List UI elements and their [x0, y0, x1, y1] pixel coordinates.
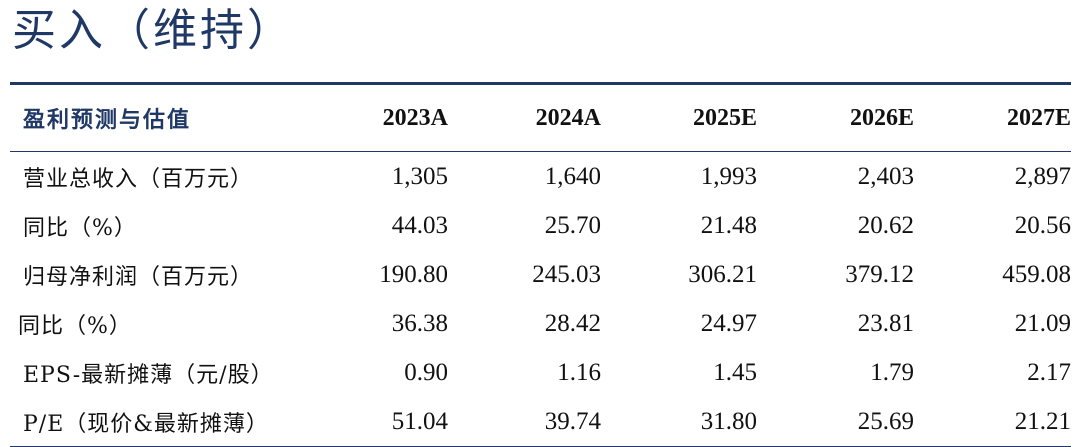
header-label: 盈利预测与估值 [10, 83, 332, 152]
table-cell: 2.17 [1027, 358, 1071, 386]
table-cell: 1,305 [391, 162, 448, 190]
header-year-2027e: 2027E [914, 83, 1071, 152]
table-row-net-profit-yoy: 同比（%） 36.38 28.42 24.97 23.81 21.09 [10, 299, 1071, 348]
table-cell: 39.74 [448, 397, 601, 447]
table-cell: 21.21 [914, 397, 1071, 447]
table-cell: 190.80 [379, 260, 448, 288]
rating-title: 买入（维持） [12, 5, 294, 56]
table-cell: 0.90 [404, 358, 448, 386]
table-cell: 51.04 [332, 397, 448, 447]
table-row-pe: P/E（现价&最新摊薄） 51.04 39.74 31.80 25.69 21.… [10, 397, 1071, 447]
table-cell: 20.56 [1014, 211, 1071, 239]
table-cell: 25.70 [544, 211, 601, 239]
table-cell: 379.12 [845, 260, 914, 288]
table-cell: 1,993 [700, 162, 757, 190]
row-label: 同比（%） [23, 215, 137, 241]
table-cell: 36.38 [391, 309, 448, 337]
row-label: P/E（现价&最新摊薄） [10, 397, 332, 447]
table-cell: 20.62 [857, 211, 914, 239]
table-cell: 23.81 [857, 309, 914, 337]
table-cell: 2,403 [857, 162, 914, 190]
table-cell: 28.42 [544, 309, 601, 337]
table-row-net-profit: 归母净利润（百万元） 190.80 245.03 306.21 379.12 4… [10, 250, 1071, 299]
table-cell: 31.80 [601, 397, 757, 447]
table-cell: 24.97 [700, 309, 757, 337]
table-cell: 25.69 [757, 397, 914, 447]
table-cell: 2,897 [1014, 162, 1071, 190]
table-header-row: 盈利预测与估值 2023A 2024A 2025E 2026E 2027E [10, 83, 1071, 152]
table-cell: 1,640 [544, 162, 601, 190]
row-label: EPS-最新摊薄（元/股） [23, 362, 274, 388]
table-row-eps: EPS-最新摊薄（元/股） 0.90 1.16 1.45 1.79 2.17 [10, 348, 1071, 397]
row-label: 同比（%） [18, 313, 132, 339]
header-year-2023a: 2023A [332, 83, 448, 152]
header-year-2025e: 2025E [601, 83, 757, 152]
table-cell: 1.16 [557, 358, 601, 386]
table-cell: 21.09 [1014, 309, 1071, 337]
table-row-revenue-yoy: 同比（%） 44.03 25.70 21.48 20.62 20.56 [10, 201, 1071, 250]
table-cell: 459.08 [1002, 260, 1071, 288]
header-year-2024a: 2024A [448, 83, 601, 152]
earnings-forecast-table: 盈利预测与估值 2023A 2024A 2025E 2026E 2027E 营业… [10, 82, 1071, 447]
table-cell: 306.21 [688, 260, 757, 288]
row-label: 营业总收入（百万元） [23, 166, 254, 192]
table-row-revenue: 营业总收入（百万元） 1,305 1,640 1,993 2,403 2,897 [10, 152, 1071, 202]
table-cell: 245.03 [532, 260, 601, 288]
table-cell: 1.45 [713, 358, 757, 386]
table-cell: 44.03 [391, 211, 448, 239]
table-cell: 21.48 [700, 211, 757, 239]
table-cell: 1.79 [870, 358, 914, 386]
header-year-2026e: 2026E [757, 83, 914, 152]
row-label: 归母净利润（百万元） [23, 264, 254, 290]
